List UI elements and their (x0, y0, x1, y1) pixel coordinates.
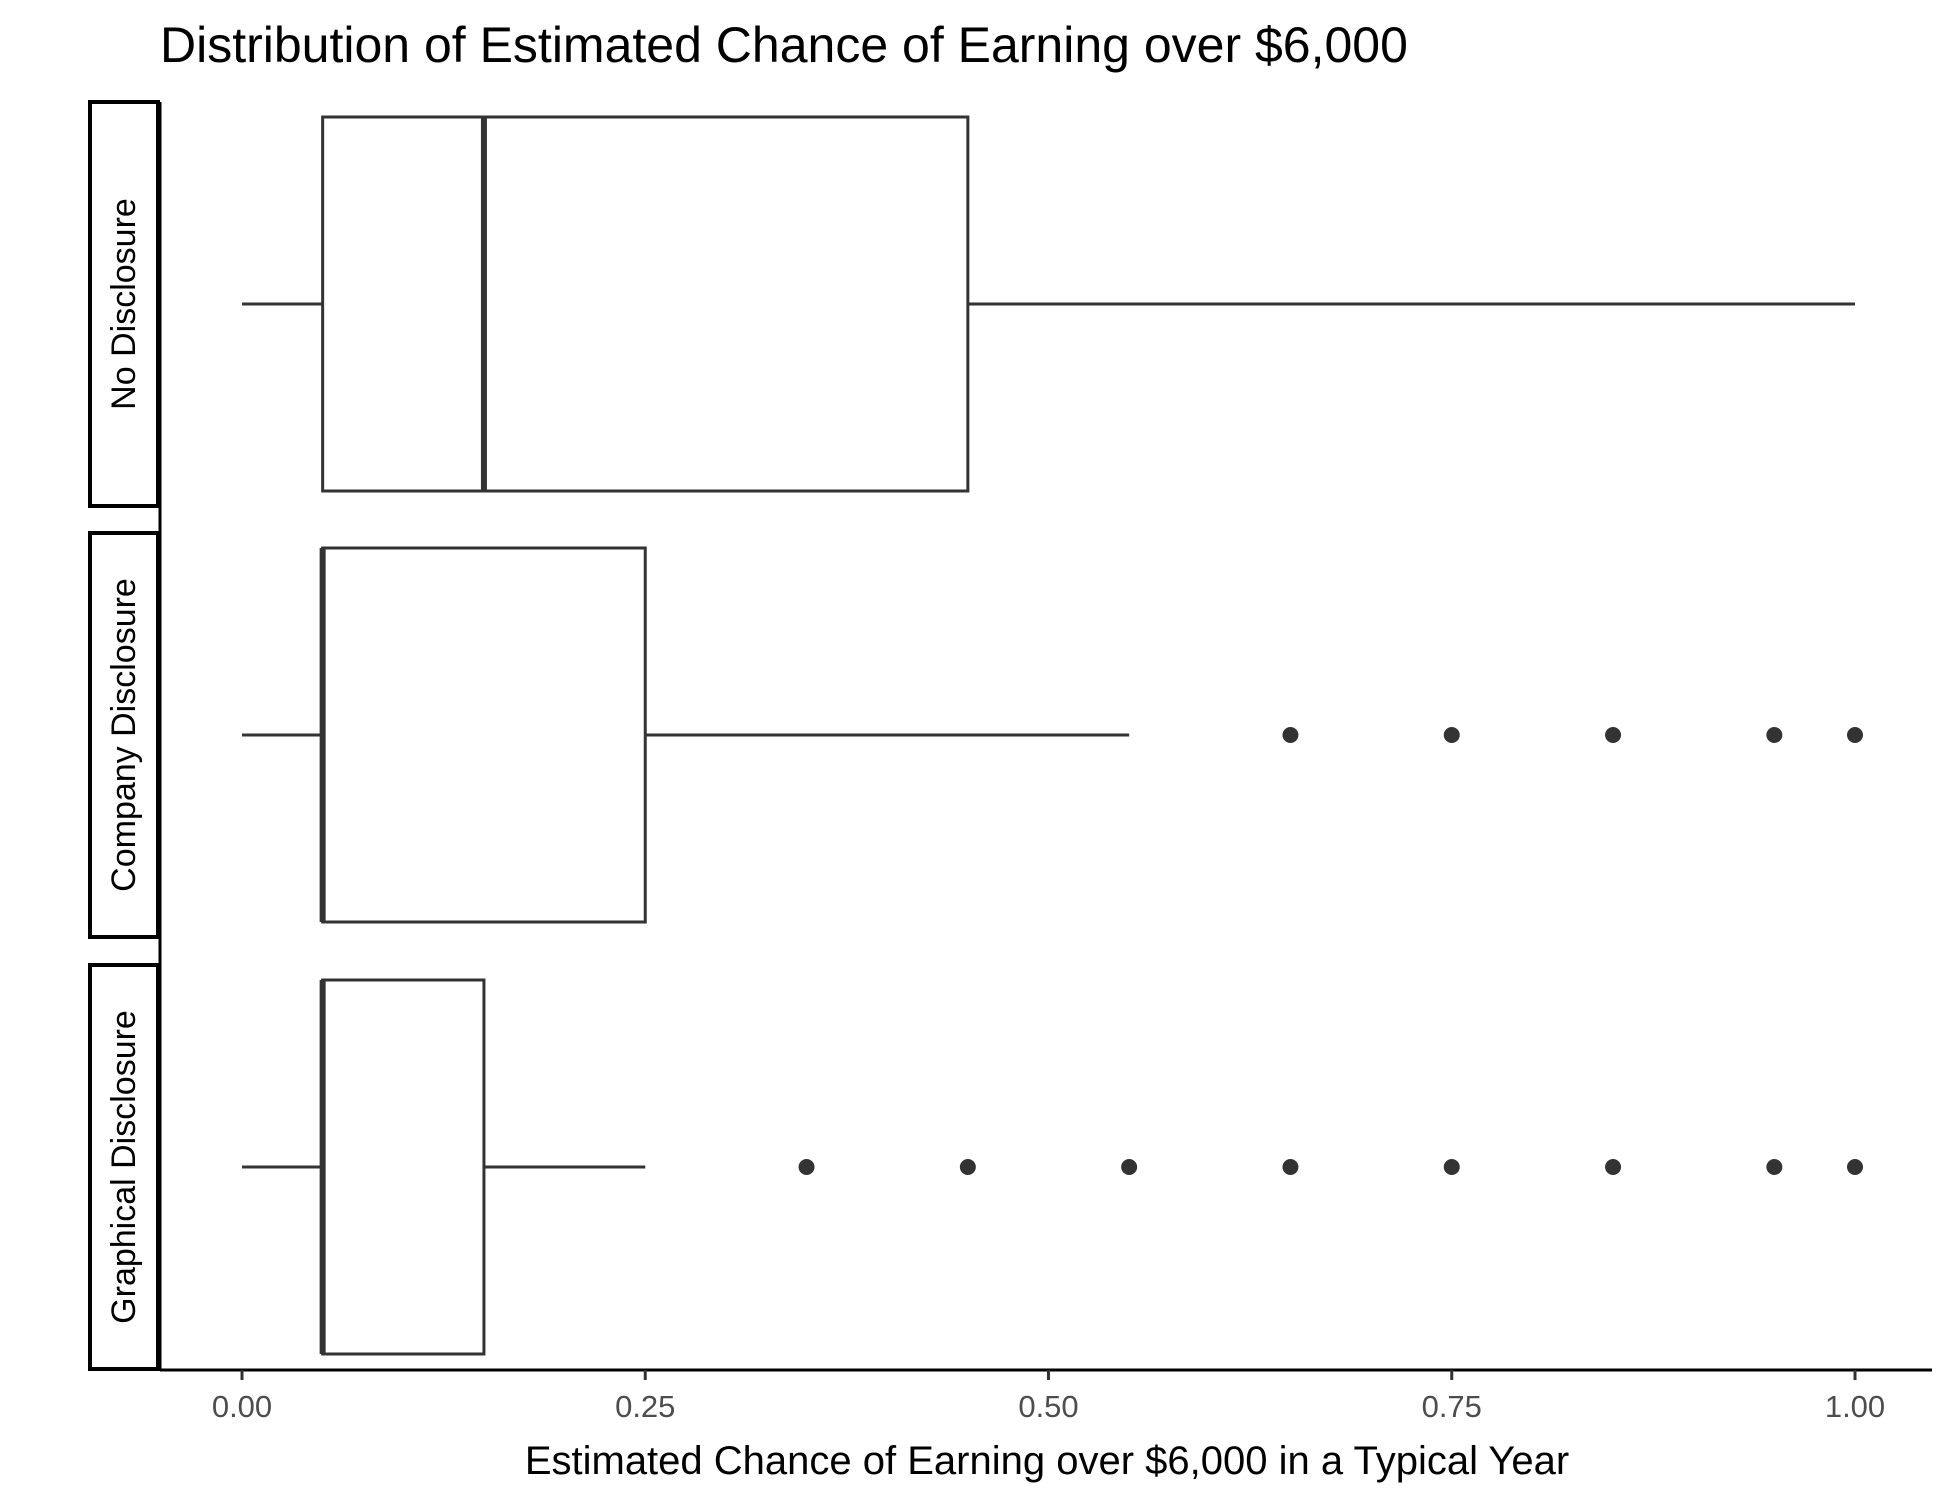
box (321, 115, 970, 493)
outlier-point (1847, 727, 1863, 743)
outlier-point (1766, 727, 1783, 743)
outlier-point (1282, 727, 1299, 743)
x-axis-title: Estimated Chance of Earning over $6,000 … (525, 1439, 1569, 1483)
box (321, 546, 647, 924)
x-tick-label: 0.75 (1422, 1389, 1482, 1424)
outlier-point (1443, 727, 1460, 743)
panel-no-disclosure: No Disclosure (88, 100, 1855, 508)
outlier-point (1282, 1159, 1299, 1175)
strip-box (88, 100, 160, 508)
panels: No Disclosure Company Disclosure Graphical… (88, 100, 1863, 1371)
panel-graphical-disclosure: Graphical Disclosure (88, 963, 1863, 1371)
panel-company-disclosure: Company Disclosure (88, 531, 1863, 939)
chart-title: Distribution of Estimated Chance of Earn… (160, 17, 1408, 73)
strip-label: No Disclosure (105, 198, 143, 410)
outlier-point (1847, 1159, 1863, 1175)
outlier-point (798, 1159, 815, 1175)
outlier-point (959, 1159, 976, 1175)
x-tick-label: 0.50 (1018, 1389, 1078, 1424)
x-tick-label: 0.00 (212, 1389, 272, 1424)
x-tick-label: 0.25 (615, 1389, 675, 1424)
x-tick-label: 1.00 (1825, 1389, 1885, 1424)
strip-box (88, 531, 160, 939)
box (321, 978, 486, 1356)
outlier-point (1605, 1159, 1622, 1175)
x-axis: 0.00 0.25 0.50 0.75 1.00 (158, 102, 1932, 1424)
strip-label: Company Disclosure (105, 578, 143, 892)
outlier-point (1766, 1159, 1783, 1175)
outlier-point (1121, 1159, 1138, 1175)
strip-box (88, 963, 160, 1371)
strip-label: Graphical Disclosure (105, 1010, 143, 1324)
outlier-point (1605, 727, 1622, 743)
outlier-point (1443, 1159, 1460, 1175)
